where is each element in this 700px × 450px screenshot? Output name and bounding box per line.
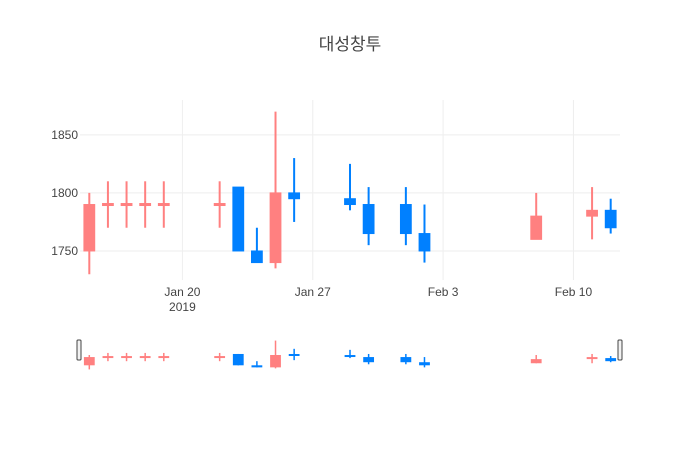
candle-body (344, 198, 356, 206)
slider-candle-body (139, 356, 151, 359)
candle-body (139, 203, 152, 207)
slider-candle-body (530, 359, 542, 364)
candle (250, 227, 263, 264)
range-slider-candles (83, 340, 617, 370)
candles (83, 111, 617, 275)
slider-candle (530, 355, 542, 364)
candle (399, 187, 412, 246)
slider-candle (363, 353, 375, 365)
candle-body (604, 209, 617, 229)
slider-candle-body (102, 356, 114, 359)
slider-candle-body (270, 355, 281, 368)
candle-body (213, 203, 226, 207)
candle-body (288, 192, 301, 200)
x-tick-label: Feb 3 (428, 285, 459, 299)
slider-candle-body (158, 356, 170, 359)
slider-candle (232, 353, 244, 366)
slider-candle-body (605, 358, 617, 362)
candle (604, 198, 617, 234)
slider-candle-body (288, 354, 300, 356)
candle-body (232, 186, 245, 252)
y-axis-ticks: 1750 1800 1850 (51, 128, 78, 258)
slider-candle (605, 356, 617, 363)
range-slider-left-handle[interactable] (76, 339, 82, 361)
slider-candle (83, 355, 95, 370)
slider-candle (288, 348, 300, 361)
y-tick-label: 1800 (51, 186, 78, 200)
slider-candle-body (232, 353, 244, 366)
candle (362, 187, 375, 246)
slider-candle (419, 357, 430, 368)
candle (269, 111, 282, 269)
slider-candle-body (419, 362, 430, 366)
candle (83, 192, 96, 275)
candle-body (120, 203, 133, 207)
candle (213, 181, 226, 228)
candle-body (157, 203, 170, 207)
slider-candle (102, 352, 114, 362)
x-tick-label: Feb 10 (555, 285, 593, 299)
candle-body (250, 250, 263, 264)
x-tick-sublabel: 2019 (169, 300, 196, 314)
slider-candle (214, 352, 226, 362)
candle-body (362, 204, 375, 235)
candle (120, 181, 133, 228)
candle (288, 158, 301, 222)
y-tick-label: 1750 (51, 244, 78, 258)
slider-candle-body (400, 357, 412, 363)
slider-candle (400, 353, 412, 365)
slider-candle-body (344, 355, 356, 358)
candle (344, 163, 356, 211)
slider-candle-body (363, 357, 375, 363)
slider-candle (139, 352, 151, 362)
y-tick-label: 1850 (51, 128, 78, 142)
candle (586, 187, 598, 240)
candle (157, 181, 170, 228)
gridlines (80, 100, 620, 280)
slider-candle-body (251, 365, 263, 368)
candle (102, 181, 114, 228)
chart-title: 대성창투 (319, 35, 382, 55)
x-tick-label: Jan 20 (164, 285, 200, 299)
slider-candle-body (586, 357, 598, 360)
slider-candle (158, 352, 170, 362)
slider-candle (344, 349, 356, 359)
candle (232, 186, 245, 252)
candle (530, 192, 543, 240)
slider-candle (586, 353, 598, 364)
slider-candle (270, 340, 281, 369)
slider-candle-body (214, 356, 226, 359)
candle-body (102, 203, 114, 207)
candle-body (418, 233, 431, 252)
range-slider-right-handle[interactable] (617, 339, 623, 361)
x-tick-label: Jan 27 (295, 285, 331, 299)
candle-body (586, 209, 598, 217)
slider-candle (121, 352, 132, 362)
range-slider[interactable] (76, 339, 623, 370)
candle (418, 204, 431, 263)
slider-candle-body (121, 356, 132, 359)
candle-body (269, 192, 282, 264)
candle (139, 181, 152, 228)
candle-body (83, 204, 96, 252)
slider-candle-body (83, 357, 95, 366)
slider-candle (251, 361, 263, 368)
candle-body (530, 215, 543, 240)
candle-body (399, 204, 412, 235)
